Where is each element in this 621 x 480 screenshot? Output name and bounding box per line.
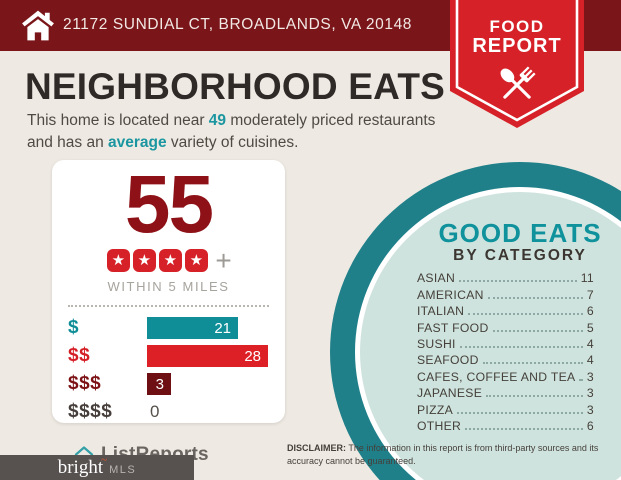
- price-level-label: $$$: [68, 373, 102, 394]
- price-bar-value: 28: [244, 347, 261, 365]
- category-row: OTHER 6: [417, 417, 594, 433]
- dotted-leader: [465, 427, 583, 430]
- plus-sign: +: [215, 245, 232, 276]
- price-level-label: $: [68, 317, 80, 338]
- category-row: AMERICAN 7: [417, 285, 594, 302]
- price-bar: 28: [147, 345, 268, 367]
- category-count: 5: [586, 320, 594, 335]
- category-count: 3: [586, 369, 594, 384]
- category-label: SEAFOOD: [417, 353, 479, 368]
- category-label: AMERICAN: [417, 287, 484, 302]
- disclaimer-text: DISCLAIMER: The information in this repo…: [287, 443, 599, 466]
- food-report-badge: FOOD REPORT: [450, 0, 584, 130]
- star-icon: ★: [106, 249, 130, 272]
- bright-wordmark: bright ~: [57, 454, 108, 478]
- category-row: ITALIAN 6: [417, 302, 594, 318]
- star-icon: ★: [132, 249, 156, 272]
- dotted-leader: [492, 329, 583, 332]
- crossed-spoon-fork-icon: [500, 66, 536, 99]
- dotted-divider: [68, 305, 269, 307]
- restaurant-summary-card: 55 ★ ★ ★ ★ + WITHIN 5 MILES $21 $$ 28 $$$ 3 $$$$…: [52, 160, 285, 423]
- star-icon: ★: [158, 249, 182, 272]
- dotted-leader: [482, 362, 583, 365]
- price-bar-row: $$ 28: [68, 345, 269, 367]
- category-count: 4: [586, 353, 594, 368]
- price-level-label: $$: [68, 345, 91, 366]
- radius-label: WITHIN 5 MILES: [107, 279, 230, 294]
- category-row: ASIAN 11: [417, 269, 594, 285]
- price-level-bar-chart: $21 $$ 28 $$$ 3 $$$$ 0: [68, 317, 269, 429]
- subtitle-variety-highlight: average: [108, 134, 167, 151]
- dotted-leader: [468, 313, 583, 316]
- dotted-leader: [457, 411, 583, 414]
- category-label: ITALIAN: [417, 304, 465, 319]
- good-eats-circle: [330, 162, 621, 480]
- category-row: SEAFOOD 4: [417, 351, 594, 367]
- home-icon: [22, 10, 54, 41]
- page-subtitle: This home is located near 49 moderately …: [27, 110, 439, 154]
- badge-title-line2: REPORT: [472, 35, 562, 58]
- price-bar-row: $$$ 3: [68, 373, 269, 395]
- badge-shield-shape: [450, 0, 584, 128]
- good-eats-subtitle: BY CATEGORY: [453, 247, 587, 264]
- category-label: FAST FOOD: [417, 320, 489, 335]
- price-bar: 3: [147, 373, 171, 395]
- category-label: SUSHI: [417, 336, 456, 351]
- star-rating: ★ ★ ★ ★ +: [105, 245, 232, 276]
- dotted-leader: [487, 296, 583, 299]
- total-restaurant-count: 55: [124, 159, 214, 250]
- category-label: PIZZA: [417, 402, 454, 417]
- bright-mls-badge: bright ~ MLS: [0, 455, 194, 480]
- category-row: JAPANESE 3: [417, 384, 594, 400]
- category-count: 3: [586, 386, 594, 401]
- category-row: CAFES, COFFEE AND TEA 3: [417, 367, 594, 384]
- price-bar: 21: [147, 317, 238, 339]
- category-count: 6: [586, 304, 594, 319]
- category-row: SUSHI 4: [417, 335, 594, 351]
- subtitle-pre: This home is located near: [27, 112, 209, 129]
- badge-title-line1: FOOD: [489, 17, 545, 36]
- subtitle-mid: moderately priced restaurants and has an: [27, 112, 436, 151]
- category-list: ASIAN 11 AMERICAN 7 ITALIAN 6 FAST FOOD 5 SUSHI 4…: [417, 269, 594, 433]
- badge-title: FOOD REPORT: [450, 17, 584, 58]
- price-level-label: $$$$: [68, 401, 113, 422]
- page-title: NEIGHBORHOOD EATS: [25, 66, 446, 107]
- dotted-leader: [486, 395, 583, 398]
- property-address: 21172 SUNDIAL CT, BROADLANDS, VA 20148: [63, 16, 413, 33]
- dotted-leader: [579, 378, 583, 381]
- category-label: OTHER: [417, 418, 462, 433]
- star-tiles: ★ ★ ★ ★: [105, 249, 209, 272]
- category-count: 11: [580, 271, 594, 286]
- good-eats-title: GOOD EATS: [438, 218, 602, 248]
- disclaimer-label: DISCLAIMER:: [287, 443, 346, 453]
- price-bar-row: $21: [68, 317, 269, 339]
- category-count: 6: [586, 418, 594, 433]
- category-row: FAST FOOD 5: [417, 318, 594, 335]
- category-label: JAPANESE: [417, 386, 483, 401]
- mls-label: MLS: [109, 463, 137, 476]
- price-bar-value: 21: [214, 319, 231, 337]
- bright-accent-mark: ~: [101, 454, 108, 466]
- subtitle-post: variety of cuisines.: [166, 134, 299, 151]
- category-row: PIZZA 3: [417, 400, 594, 417]
- category-count: 3: [586, 402, 594, 417]
- dotted-leader: [459, 280, 577, 283]
- price-bar-value: 3: [155, 375, 164, 393]
- star-icon: ★: [184, 249, 208, 272]
- price-bar-row: $$$$ 0: [68, 401, 269, 423]
- category-count: 4: [586, 336, 594, 351]
- category-label: ASIAN: [417, 271, 456, 286]
- category-label: CAFES, COFFEE AND TEA: [417, 369, 576, 384]
- dotted-leader: [459, 345, 583, 348]
- category-count: 7: [586, 287, 594, 302]
- subtitle-count-highlight: 49: [208, 112, 227, 129]
- price-bar-value: 0: [150, 402, 160, 421]
